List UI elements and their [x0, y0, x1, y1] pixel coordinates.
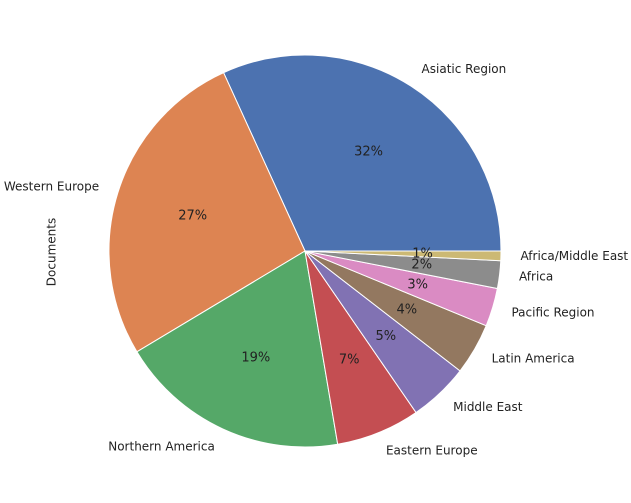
category-label-pacific-region: Pacific Region: [511, 306, 594, 320]
pct-label-western-europe: 27%: [178, 209, 207, 224]
pct-label-asiatic-region: 32%: [354, 145, 383, 160]
pct-label-pacific-region: 3%: [407, 277, 428, 292]
category-label-eastern-europe: Eastern Europe: [386, 443, 478, 457]
pie-slice-northern-america: [136, 250, 339, 448]
pct-label-latin-america: 4%: [396, 302, 417, 317]
pct-label-eastern-europe: 7%: [339, 352, 360, 367]
category-label-middle-east: Middle East: [453, 400, 523, 414]
pct-label-middle-east: 5%: [375, 329, 396, 344]
pct-label-northern-america: 19%: [241, 350, 270, 365]
category-label-latin-america: Latin America: [492, 351, 575, 365]
pie-slice-asiatic-region: [222, 54, 502, 252]
category-label-asiatic-region: Asiatic Region: [422, 62, 507, 76]
pct-label-africa-middle-east: 1%: [412, 246, 433, 261]
pie-labels: 32% Asiatic Region 27% Western Europe 19% Nor…: [4, 62, 629, 457]
category-label-western-europe: Western Europe: [4, 180, 99, 194]
category-label-northern-america: Northern America: [108, 439, 215, 453]
category-label-africa: Africa: [519, 270, 553, 284]
pie-slices: [108, 54, 502, 448]
pct-label-africa: 2%: [411, 258, 432, 273]
y-axis-label: Documents: [45, 218, 59, 286]
pie-slice-western-europe: [108, 72, 306, 353]
pie-slice-africa-middle-east: [304, 250, 502, 262]
category-label-africa-middle-east: Africa/Middle East: [521, 249, 629, 263]
